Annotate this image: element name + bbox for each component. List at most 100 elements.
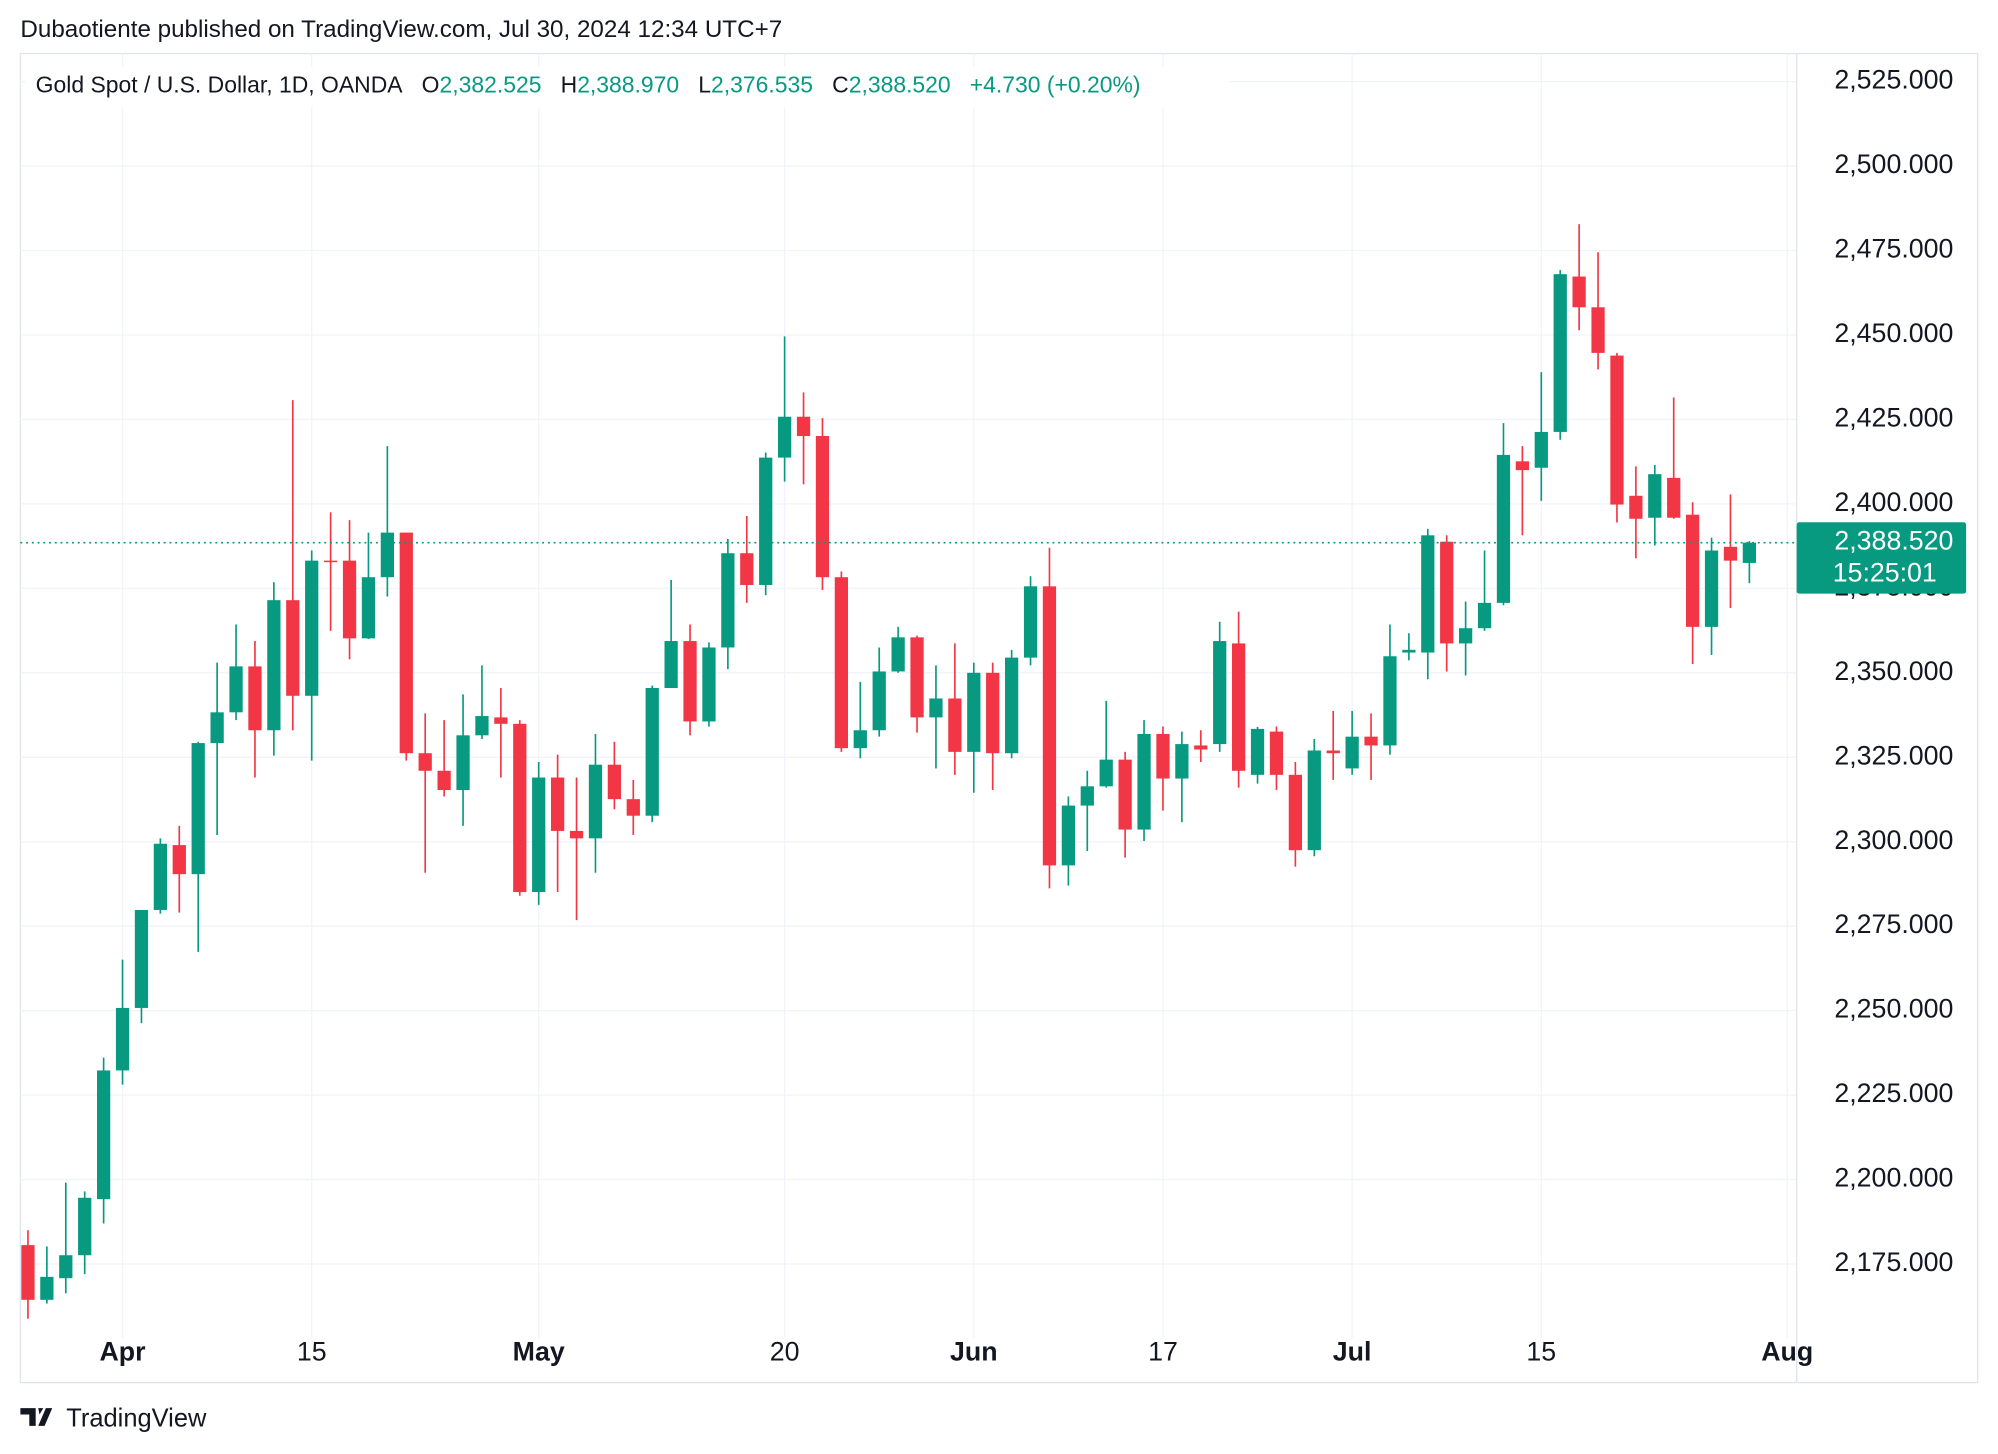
x-tick-label: May — [513, 1336, 565, 1366]
candle-body — [1232, 643, 1246, 771]
y-tick-label: 2,275.000 — [1834, 909, 1953, 939]
candle-body — [418, 753, 432, 771]
candle-body — [248, 666, 262, 731]
candle-body — [569, 830, 584, 839]
candle-body — [853, 730, 867, 749]
candle-body — [1667, 477, 1681, 518]
candle-body — [721, 553, 735, 648]
x-tick-label: Jul — [1333, 1336, 1372, 1366]
candle-body — [986, 672, 1000, 754]
candle-body — [1175, 744, 1189, 779]
candle-body — [342, 560, 357, 639]
candle-body — [1042, 586, 1057, 866]
candle-body — [1553, 274, 1567, 432]
candle-body — [1629, 495, 1643, 519]
candle-body — [1326, 750, 1340, 754]
last-price-box — [1796, 522, 1967, 594]
open-value: 2,382.525 — [440, 72, 542, 98]
candle-body — [872, 671, 886, 731]
candle-body — [399, 532, 413, 754]
candle-body — [134, 909, 149, 1008]
y-tick-label: 2,400.000 — [1834, 487, 1953, 517]
candle-body — [361, 577, 376, 639]
candle-body — [1118, 759, 1132, 830]
candle-body — [626, 799, 640, 816]
candle-body — [1213, 641, 1227, 745]
candle-body — [948, 698, 962, 752]
candle-body — [967, 672, 981, 752]
candle-body — [153, 843, 167, 910]
candle-body — [1477, 602, 1492, 629]
candle-body — [494, 717, 508, 724]
candle-body — [437, 770, 451, 791]
candle-body — [664, 641, 678, 689]
candle-body — [115, 1007, 130, 1071]
candle-body — [1099, 759, 1113, 787]
close-value: 2,388.520 — [849, 72, 951, 98]
candle-body — [1023, 586, 1038, 658]
candle-body — [1250, 728, 1265, 775]
candle-body — [645, 688, 659, 816]
x-tick-label: 20 — [770, 1336, 800, 1366]
candle-body — [1364, 736, 1378, 746]
candle-body — [1591, 307, 1605, 353]
candle-body — [1704, 550, 1719, 627]
candle-body — [267, 600, 281, 731]
change-value: +4.730 (+0.20%) — [970, 72, 1141, 98]
y-tick-label: 2,325.000 — [1834, 740, 1953, 770]
candle-body — [1004, 657, 1019, 754]
candle-body — [1269, 731, 1284, 775]
candle-body — [1194, 745, 1208, 750]
y-tick-label: 2,225.000 — [1834, 1078, 1953, 1108]
chart-frame — [19, 52, 1979, 1384]
candle-body — [1156, 733, 1170, 779]
y-tick-label: 2,250.000 — [1834, 994, 1953, 1024]
y-tick-label: 2,175.000 — [1834, 1247, 1953, 1277]
candle-body — [1572, 276, 1586, 308]
candle-body — [1515, 461, 1530, 471]
candle-body — [191, 743, 205, 875]
candle-body — [1648, 474, 1662, 518]
y-tick-label: 2,475.000 — [1834, 234, 1953, 264]
candle-body — [777, 416, 792, 458]
published-line: Dubaotiente published on TradingView.com… — [20, 16, 782, 43]
candle-body — [815, 435, 830, 578]
x-tick-label: 15 — [1526, 1336, 1556, 1366]
candle-body — [286, 600, 300, 696]
candle-body — [1496, 454, 1511, 603]
candle-body — [59, 1255, 73, 1279]
candle-body — [1137, 733, 1151, 830]
candle-body — [1345, 736, 1359, 769]
open-label: O — [422, 72, 440, 98]
candle-body — [891, 637, 905, 672]
close-label: C — [832, 72, 849, 98]
x-tick-label: Jun — [950, 1336, 998, 1366]
candle-body — [456, 735, 470, 791]
candle-body — [323, 560, 338, 563]
x-tick-label: Aug — [1761, 1336, 1813, 1366]
candle-body — [305, 560, 319, 696]
footer-brand: TradingView — [66, 1404, 207, 1432]
low-label: L — [698, 72, 711, 98]
low-value: 2,376.535 — [711, 72, 813, 98]
legend: Gold Spot / U.S. Dollar, 1D, OANDA O2,38… — [36, 72, 1141, 98]
candle-body — [21, 1245, 35, 1300]
y-tick-label: 2,525.000 — [1834, 65, 1953, 95]
candle-body — [78, 1197, 92, 1256]
candle-body — [96, 1070, 111, 1200]
candles — [21, 224, 1757, 1319]
candle-body — [929, 698, 943, 718]
candle-body — [1723, 546, 1738, 561]
axes: 2,175.000 2,200.000 2,225.000 2,250.000 2,27… — [20, 53, 1967, 1383]
candle-body — [759, 457, 773, 585]
y-tick-label: 2,300.000 — [1834, 825, 1953, 855]
candle-body — [229, 666, 243, 713]
candle-body — [683, 641, 697, 722]
candle-body — [40, 1276, 54, 1300]
candle-body — [702, 647, 716, 722]
y-tick-label: 2,200.000 — [1834, 1163, 1953, 1193]
candle-body — [1288, 774, 1303, 851]
y-tick-label: 2,350.000 — [1834, 656, 1953, 686]
